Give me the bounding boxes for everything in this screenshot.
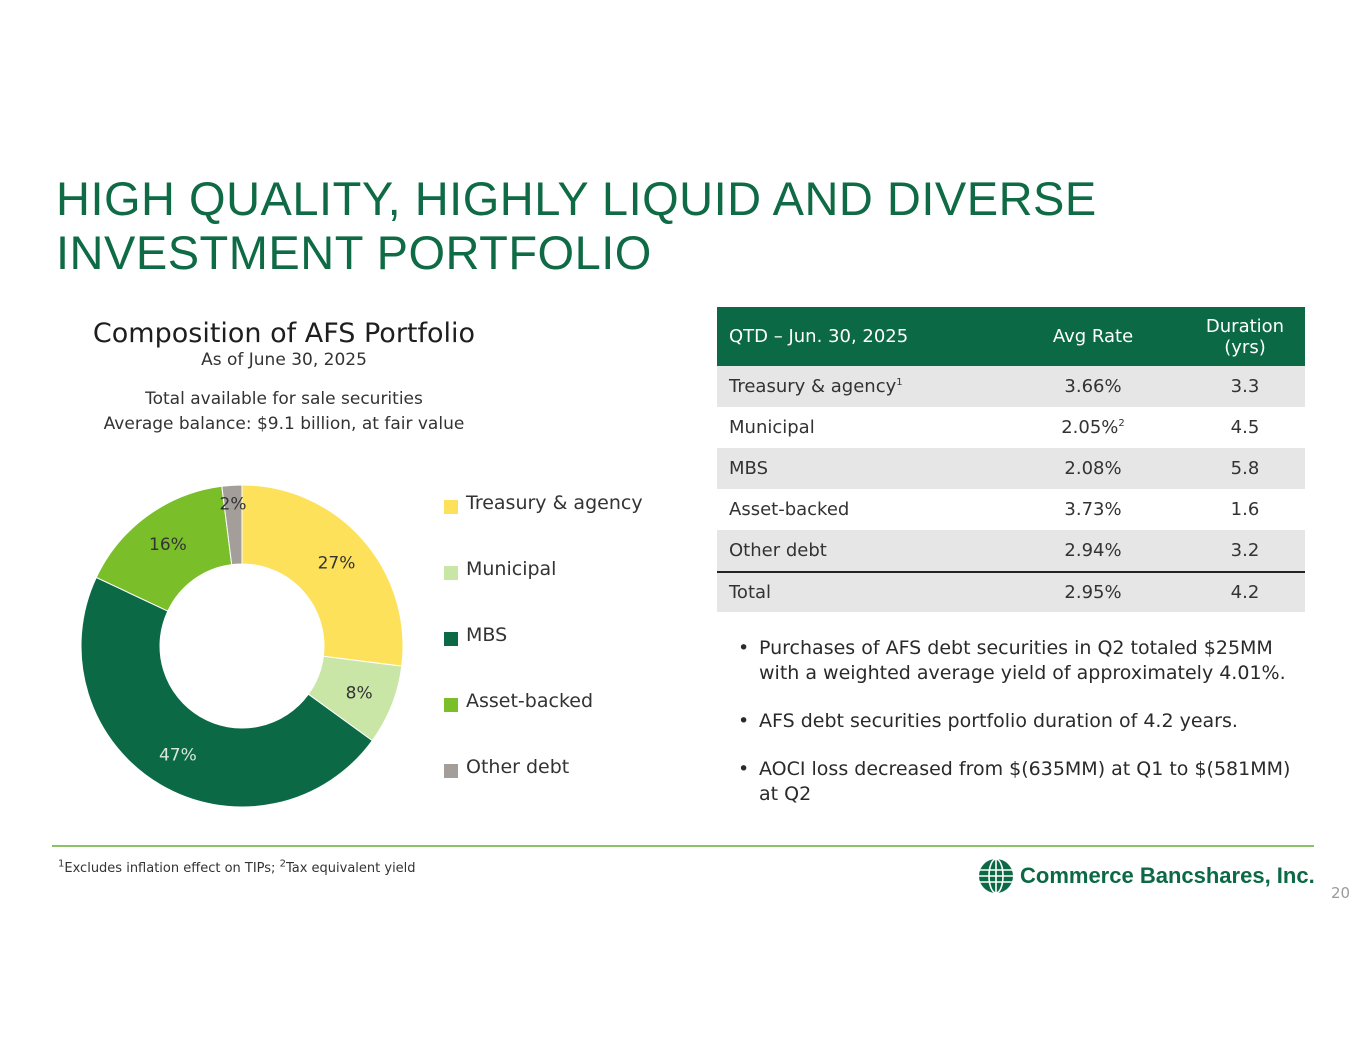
donut-label-municipal: 8% xyxy=(346,683,373,703)
footnote-ref: 1 xyxy=(896,377,903,388)
legend-swatch xyxy=(444,698,458,712)
footnote-sup-1: 1 xyxy=(58,858,65,870)
cell-avg-rate: 2.05%2 xyxy=(1061,417,1125,438)
donut-slice-mbs xyxy=(80,576,373,808)
chart-title: Composition of AFS Portfolio xyxy=(92,318,476,349)
legend-label: Municipal xyxy=(466,558,557,580)
table-row: Total 2.95% 4.2 xyxy=(717,571,1305,612)
bullet-item: • AOCI loss decreased from $(635MM) at Q1… xyxy=(738,757,1298,807)
chart-as-of: As of June 30, 2025 xyxy=(201,350,367,370)
cell-duration: 3.2 xyxy=(1185,530,1305,572)
header-period: QTD – Jun. 30, 2025 xyxy=(717,307,1001,366)
title-line-1: HIGH QUALITY, HIGHLY LIQUID AND DIVERSE xyxy=(56,172,1097,225)
table-row: Municipal 2.05%2 4.5 xyxy=(717,407,1305,448)
bullet-item: • Purchases of AFS debt securities in Q2 … xyxy=(738,636,1298,686)
company-logo: Commerce Bancshares, Inc. xyxy=(978,858,1315,894)
bullet-text: Purchases of AFS debt securities in Q2 t… xyxy=(759,637,1286,684)
legend-swatch xyxy=(444,500,458,514)
legend-label: Treasury & agency xyxy=(466,492,643,514)
footer-divider xyxy=(52,845,1314,847)
header-duration-line-2: (yrs) xyxy=(1224,336,1266,358)
legend-label: Asset-backed xyxy=(466,690,594,712)
legend-item: Other debt xyxy=(444,754,643,820)
cell-avg-rate: 2.95% xyxy=(1001,571,1185,612)
cell-name: Treasury & agency1 xyxy=(717,366,1001,407)
legend-item: Treasury & agency xyxy=(444,490,643,556)
donut-label-asset-backed: 16% xyxy=(149,535,187,555)
header-avg-rate: Avg Rate xyxy=(1001,307,1185,366)
cell-duration: 3.3 xyxy=(1185,366,1305,407)
donut-slice-treasury-agency xyxy=(241,484,404,667)
donut-slice-asset-backed xyxy=(95,485,233,612)
cell-avg-rate: 2.08% xyxy=(1001,448,1185,489)
legend-label: Other debt xyxy=(466,756,570,778)
cell-duration: 4.2 xyxy=(1185,571,1305,612)
logo-text: Commerce Bancshares, Inc. xyxy=(1020,863,1315,888)
page-title: HIGH QUALITY, HIGHLY LIQUID AND DIVERSE … xyxy=(56,172,1256,280)
legend-item: Municipal xyxy=(444,556,643,622)
chart-legend: Treasury & agency Municipal MBS Asset-backe… xyxy=(444,490,643,820)
legend-swatch xyxy=(444,632,458,646)
cell-avg-rate: 3.73% xyxy=(1064,499,1122,520)
bullet-list: • Purchases of AFS debt securities in Q2 … xyxy=(738,636,1298,830)
footnote-sup-2: 2 xyxy=(279,858,286,870)
chart-subtitle-line-2: Average balance: $9.1 billion, at fair v… xyxy=(103,414,465,434)
table-row: MBS 2.08% 5.8 xyxy=(717,448,1305,489)
footnote-text-2: Tax equivalent yield xyxy=(285,861,416,876)
header-duration: Duration (yrs) xyxy=(1185,307,1305,366)
bullet-text: AOCI loss decreased from $(635MM) at Q1 … xyxy=(759,758,1291,805)
bullet-dot: • xyxy=(738,758,750,780)
footnote-ref: 2 xyxy=(1118,418,1125,429)
table-header-row: QTD – Jun. 30, 2025 Avg Rate Duration (y… xyxy=(717,307,1305,366)
legend-label: MBS xyxy=(466,624,508,646)
footnote-text-1: Excludes inflation effect on TIPs; xyxy=(64,861,280,876)
table-row: Other debt 2.94% 3.2 xyxy=(717,530,1305,572)
cell-name: Municipal xyxy=(729,417,815,438)
cell-name: Asset-backed xyxy=(729,499,850,520)
globe-icon xyxy=(979,858,1013,894)
donut-label-mbs: 47% xyxy=(159,745,197,765)
cell-duration: 5.8 xyxy=(1185,448,1305,489)
donut-chart: 27% 8% 47% 16% 2% xyxy=(80,484,404,808)
page-number: 20 xyxy=(1331,884,1351,902)
cell-duration: 4.5 xyxy=(1230,417,1260,438)
cell-name: Other debt xyxy=(717,530,1001,572)
title-line-2: INVESTMENT PORTFOLIO xyxy=(56,226,652,279)
cell-duration: 1.6 xyxy=(1230,499,1260,520)
bullet-dot: • xyxy=(738,637,750,659)
cell-name: Total xyxy=(717,571,1001,612)
rates-table: QTD – Jun. 30, 2025 Avg Rate Duration (y… xyxy=(717,307,1305,612)
donut-label-other-debt: 2% xyxy=(220,494,247,514)
bullet-dot: • xyxy=(738,710,750,732)
cell-avg-rate: 2.94% xyxy=(1001,530,1185,572)
footnote: 1Excludes inflation effect on TIPs; 2Tax… xyxy=(58,858,416,876)
header-duration-line-1: Duration xyxy=(1205,315,1285,337)
donut-slice-other-debt xyxy=(221,484,243,566)
table-row: Asset-backed 3.73% 1.6 xyxy=(717,489,1305,530)
bullet-item: • AFS debt securities portfolio duration … xyxy=(738,709,1298,734)
table-row: Treasury & agency1 3.66% 3.3 xyxy=(717,366,1305,407)
cell-avg-rate: 3.66% xyxy=(1001,366,1185,407)
donut-label-treasury-agency: 27% xyxy=(318,554,356,574)
cell-name: MBS xyxy=(717,448,1001,489)
legend-item: Asset-backed xyxy=(444,688,643,754)
legend-swatch xyxy=(444,764,458,778)
bullet-text: AFS debt securities portfolio duration o… xyxy=(759,710,1238,732)
chart-subtitle-line-1: Total available for sale securities xyxy=(145,389,423,409)
legend-swatch xyxy=(444,566,458,580)
legend-item: MBS xyxy=(444,622,643,688)
